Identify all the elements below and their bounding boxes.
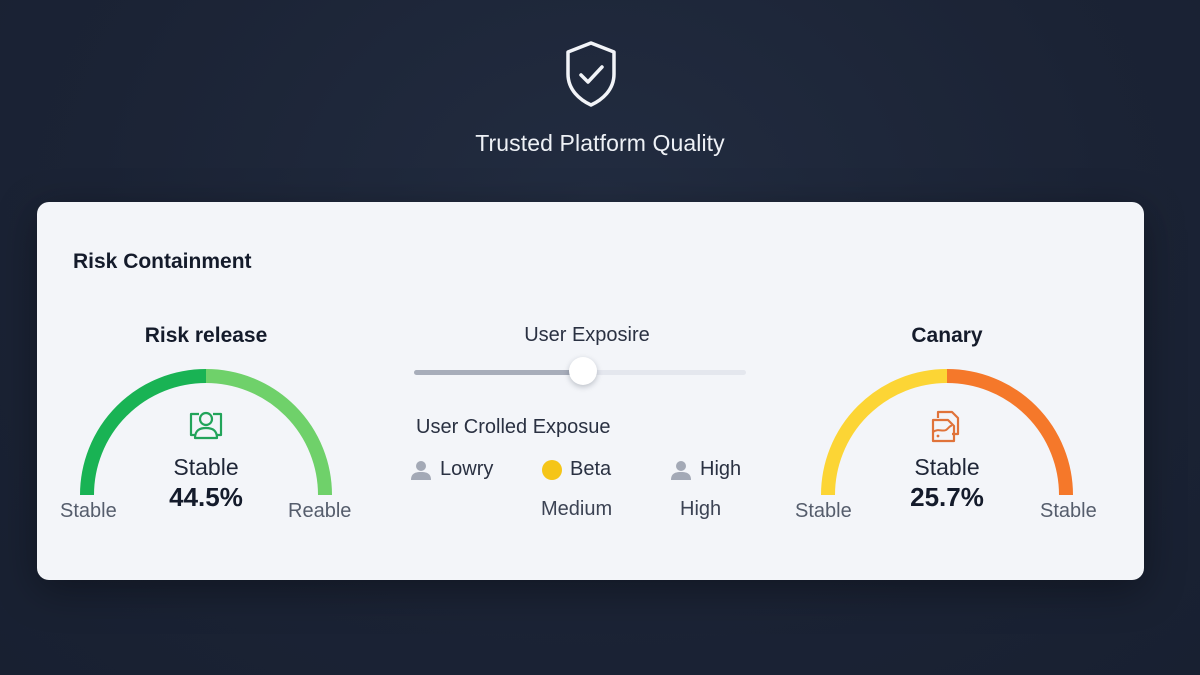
- shield-check-icon: [566, 41, 616, 107]
- risk-release-gauge: Risk release Stable 44.5% Stable Reable: [56, 320, 356, 540]
- option-high[interactable]: High: [670, 458, 741, 481]
- slider-label: User Exposire: [524, 324, 650, 346]
- user-icon: [671, 460, 691, 480]
- slider-thumb[interactable]: [569, 357, 597, 385]
- document-stack-icon: [931, 410, 960, 443]
- user-icon: [411, 460, 431, 480]
- gauge-title: Canary: [911, 324, 983, 347]
- users-frame-icon: [189, 411, 223, 440]
- gauge-status: Stable: [914, 454, 980, 480]
- gauge-title: Risk release: [144, 324, 268, 347]
- yellow-dot-icon: [542, 459, 562, 480]
- user-exposure-panel: User Exposire User Crolled Exposue Lowry…: [407, 320, 767, 540]
- gauge-value: 25.7%: [910, 482, 984, 512]
- option-sub-label: Medium: [541, 498, 613, 520]
- gauge-status: Stable: [173, 454, 239, 480]
- option-label: Beta: [570, 458, 612, 480]
- gauge-arc: [821, 369, 1073, 496]
- slider-fill: [414, 370, 584, 375]
- canary-gauge: Canary Stable 25.7% Stable Stable: [795, 320, 1097, 540]
- option-sub-label: High: [680, 498, 722, 520]
- gauge-min-label: Stable: [60, 500, 117, 522]
- option-label: Lowry: [440, 458, 494, 480]
- controlled-exposure-label: User Crolled Exposue: [416, 416, 611, 438]
- option-label: High: [700, 458, 742, 480]
- card-title: Risk Containment: [73, 250, 252, 273]
- gauge-value: 44.5%: [169, 482, 243, 512]
- page-title: Trusted Platform Quality: [475, 130, 725, 156]
- gauge-arc: [80, 369, 332, 496]
- option-lowry[interactable]: Lowry: [410, 458, 493, 481]
- risk-containment-card: Risk Containment Risk release Stable 44.…: [37, 202, 1144, 580]
- gauge-max-label: Stable: [1040, 500, 1097, 522]
- gauge-max-label: Reable: [288, 500, 352, 522]
- gauge-min-label: Stable: [795, 500, 852, 522]
- option-beta[interactable]: Beta: [542, 458, 611, 481]
